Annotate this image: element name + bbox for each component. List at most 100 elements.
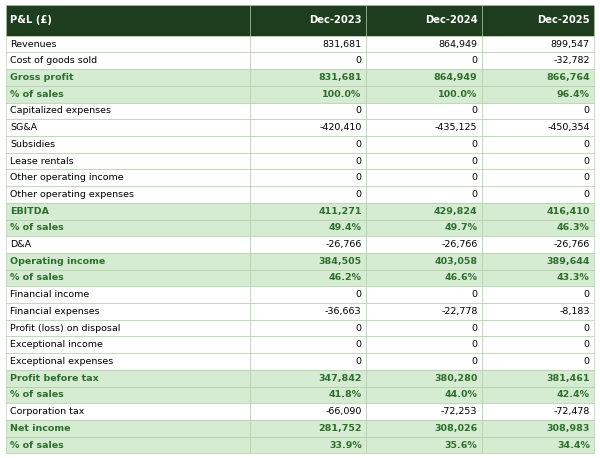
Text: 41.8%: 41.8%: [329, 390, 362, 399]
Text: 831,681: 831,681: [323, 39, 362, 49]
Bar: [6, 353, 250, 370]
Text: 864,949: 864,949: [434, 73, 478, 82]
Text: 0: 0: [472, 56, 478, 65]
Text: 0: 0: [584, 157, 590, 165]
Bar: [366, 203, 482, 219]
Bar: [366, 437, 482, 453]
Bar: [6, 370, 250, 387]
Text: Exceptional income: Exceptional income: [10, 340, 103, 349]
Text: 44.0%: 44.0%: [445, 390, 478, 399]
Text: Revenues: Revenues: [10, 39, 57, 49]
Text: -22,778: -22,778: [441, 307, 478, 316]
Bar: [250, 69, 366, 86]
Bar: [482, 353, 594, 370]
Bar: [366, 320, 482, 337]
Text: 0: 0: [356, 106, 362, 115]
Bar: [366, 169, 482, 186]
Text: Exceptional expenses: Exceptional expenses: [10, 357, 113, 366]
Bar: [250, 403, 366, 420]
Text: Cost of goods sold: Cost of goods sold: [10, 56, 97, 65]
Text: 308,026: 308,026: [434, 424, 478, 433]
Text: 0: 0: [472, 106, 478, 115]
Bar: [250, 420, 366, 437]
Bar: [482, 420, 594, 437]
Bar: [6, 236, 250, 253]
Bar: [6, 153, 250, 169]
Text: -26,766: -26,766: [553, 240, 590, 249]
Text: Dec-2024: Dec-2024: [425, 15, 478, 25]
Bar: [482, 186, 594, 203]
Bar: [250, 286, 366, 303]
Bar: [6, 169, 250, 186]
Text: 33.9%: 33.9%: [329, 441, 362, 450]
Bar: [366, 119, 482, 136]
Bar: [6, 286, 250, 303]
Bar: [482, 303, 594, 320]
Text: Financial expenses: Financial expenses: [10, 307, 100, 316]
Bar: [482, 370, 594, 387]
Text: -8,183: -8,183: [559, 307, 590, 316]
Bar: [6, 420, 250, 437]
Text: -72,253: -72,253: [441, 407, 478, 416]
Text: % of sales: % of sales: [10, 441, 64, 450]
Bar: [366, 387, 482, 403]
Bar: [6, 437, 250, 453]
Text: 0: 0: [356, 340, 362, 349]
Text: % of sales: % of sales: [10, 390, 64, 399]
Text: Net income: Net income: [10, 424, 71, 433]
Bar: [6, 86, 250, 103]
Bar: [250, 36, 366, 52]
Bar: [366, 253, 482, 270]
Bar: [482, 169, 594, 186]
Text: 0: 0: [584, 106, 590, 115]
Bar: [366, 69, 482, 86]
Bar: [482, 36, 594, 52]
Bar: [6, 337, 250, 353]
Bar: [366, 370, 482, 387]
Text: -72,478: -72,478: [553, 407, 590, 416]
Bar: [366, 103, 482, 119]
Bar: [366, 136, 482, 153]
Bar: [482, 236, 594, 253]
Text: 864,949: 864,949: [439, 39, 478, 49]
Text: 0: 0: [472, 190, 478, 199]
Bar: [6, 387, 250, 403]
Bar: [6, 219, 250, 236]
Text: 308,983: 308,983: [547, 424, 590, 433]
Text: 0: 0: [472, 324, 478, 333]
Bar: [482, 5, 594, 36]
Text: Subsidies: Subsidies: [10, 140, 55, 149]
Bar: [482, 387, 594, 403]
Text: Financial income: Financial income: [10, 290, 89, 299]
Text: 866,764: 866,764: [546, 73, 590, 82]
Text: 0: 0: [356, 357, 362, 366]
Text: 411,271: 411,271: [318, 207, 362, 216]
Text: 0: 0: [584, 140, 590, 149]
Bar: [366, 186, 482, 203]
Bar: [6, 5, 250, 36]
Bar: [6, 253, 250, 270]
Text: P&L (£): P&L (£): [10, 15, 52, 25]
Text: 0: 0: [472, 173, 478, 182]
Text: 43.3%: 43.3%: [557, 273, 590, 283]
Text: 0: 0: [584, 173, 590, 182]
Bar: [366, 337, 482, 353]
Text: EBITDA: EBITDA: [10, 207, 49, 216]
Bar: [366, 86, 482, 103]
Bar: [250, 119, 366, 136]
Text: Profit before tax: Profit before tax: [10, 374, 99, 383]
Text: 0: 0: [472, 157, 478, 165]
Bar: [366, 36, 482, 52]
Bar: [250, 270, 366, 286]
Text: 831,681: 831,681: [318, 73, 362, 82]
Bar: [482, 119, 594, 136]
Text: 49.4%: 49.4%: [329, 224, 362, 232]
Bar: [366, 52, 482, 69]
Text: 429,824: 429,824: [434, 207, 478, 216]
Text: -435,125: -435,125: [435, 123, 478, 132]
Text: Other operating income: Other operating income: [10, 173, 124, 182]
Bar: [250, 203, 366, 219]
Bar: [250, 320, 366, 337]
Text: Corporation tax: Corporation tax: [10, 407, 85, 416]
Text: Capitalized expenses: Capitalized expenses: [10, 106, 111, 115]
